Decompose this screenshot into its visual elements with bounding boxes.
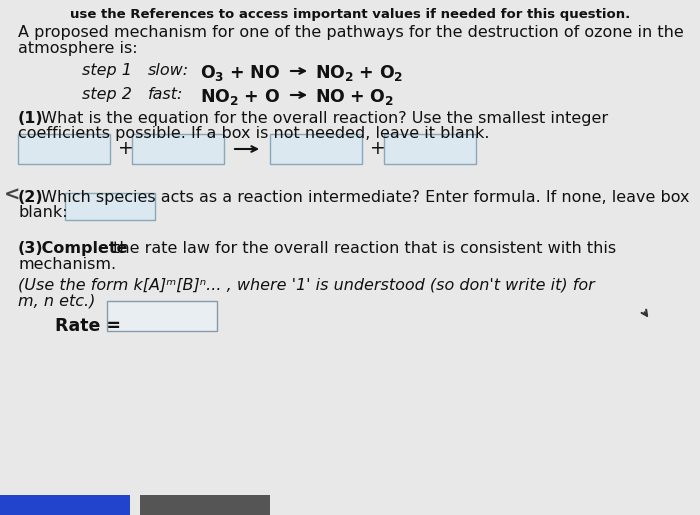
- Text: fast:: fast:: [148, 87, 183, 102]
- Text: step 2: step 2: [82, 87, 132, 102]
- Text: What is the equation for the overall reaction? Use the smallest integer: What is the equation for the overall rea…: [36, 111, 608, 126]
- Text: coefficients possible. If a box is not needed, leave it blank.: coefficients possible. If a box is not n…: [18, 126, 489, 141]
- Text: $\mathbf{NO_2}$ $\mathbf{+}$ $\mathbf{O}$: $\mathbf{NO_2}$ $\mathbf{+}$ $\mathbf{O}…: [200, 87, 280, 107]
- Text: slow:: slow:: [148, 63, 189, 78]
- Bar: [0, 495, 130, 515]
- Text: Rate =: Rate =: [55, 317, 121, 335]
- Text: <: <: [4, 185, 20, 204]
- Bar: [384, 134, 476, 164]
- Text: (1): (1): [18, 111, 43, 126]
- Text: atmosphere is:: atmosphere is:: [18, 41, 138, 56]
- Text: blank:: blank:: [18, 205, 68, 220]
- Text: $\mathbf{NO_2}$ $\mathbf{+}$ $\mathbf{O_2}$: $\mathbf{NO_2}$ $\mathbf{+}$ $\mathbf{O_…: [315, 63, 403, 83]
- Bar: [270, 134, 362, 164]
- Text: step 1: step 1: [82, 63, 132, 78]
- Bar: [65, 193, 155, 220]
- Text: the rate law for the overall reaction that is consistent with this: the rate law for the overall reaction th…: [108, 241, 616, 256]
- Bar: [132, 134, 224, 164]
- Text: mechanism.: mechanism.: [18, 257, 116, 272]
- Text: +: +: [118, 139, 134, 158]
- Text: (Use the form k[A]ᵐ[B]ⁿ... , where '1' is understood (so don't write it) for: (Use the form k[A]ᵐ[B]ⁿ... , where '1' i…: [18, 277, 595, 292]
- Text: A proposed mechanism for one of the pathways for the destruction of ozone in the: A proposed mechanism for one of the path…: [18, 25, 684, 40]
- Text: $\mathbf{O_3}$ $\mathbf{+}$ $\mathbf{NO}$: $\mathbf{O_3}$ $\mathbf{+}$ $\mathbf{NO}…: [200, 63, 280, 83]
- Text: +: +: [370, 139, 386, 158]
- Text: (3): (3): [18, 241, 43, 256]
- Text: (2): (2): [18, 190, 43, 205]
- Text: Which species acts as a reaction intermediate? Enter formula. If none, leave box: Which species acts as a reaction interme…: [36, 190, 690, 205]
- Bar: [107, 301, 217, 331]
- Bar: [140, 495, 270, 515]
- Text: $\mathbf{NO}$ $\mathbf{+}$ $\mathbf{O_2}$: $\mathbf{NO}$ $\mathbf{+}$ $\mathbf{O_2}…: [315, 87, 394, 107]
- Bar: [18, 134, 110, 164]
- Text: use the References to access important values if needed for this question.: use the References to access important v…: [70, 8, 630, 21]
- Text: Complete: Complete: [36, 241, 127, 256]
- Text: m, n etc.): m, n etc.): [18, 293, 95, 308]
